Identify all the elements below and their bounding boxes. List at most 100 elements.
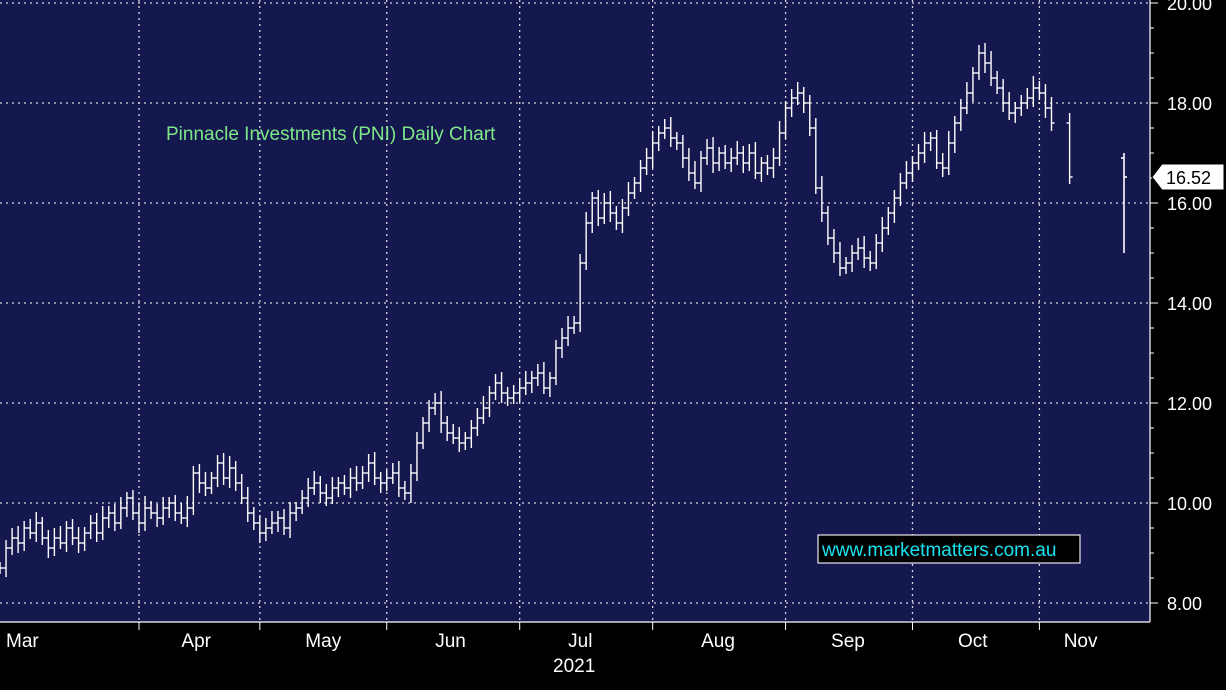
ohlc-bar bbox=[577, 254, 584, 332]
ohlc-bar bbox=[63, 521, 70, 552]
ohlc-bar bbox=[1048, 97, 1055, 131]
ohlc-bar bbox=[939, 153, 946, 177]
ohlc-bar bbox=[885, 207, 892, 235]
ohlc-bar bbox=[426, 400, 433, 432]
ohlc-bar bbox=[413, 432, 420, 481]
ohlc-bar-last bbox=[1121, 153, 1127, 253]
x-month-label: Aug bbox=[701, 631, 735, 652]
ohlc-bar bbox=[383, 470, 390, 491]
ohlc-bar bbox=[951, 116, 958, 153]
ohlc-bar bbox=[722, 145, 729, 169]
ohlc-bar bbox=[994, 71, 1001, 94]
plot-background bbox=[0, 0, 1150, 622]
ohlc-bar bbox=[323, 484, 330, 506]
x-month-label: Mar bbox=[6, 631, 39, 652]
ohlc-bar bbox=[746, 144, 753, 171]
ohlc-bar bbox=[516, 378, 523, 402]
ohlc-bar bbox=[782, 101, 789, 139]
ohlc-bar bbox=[903, 161, 910, 189]
x-month-label: Nov bbox=[1064, 631, 1098, 652]
ohlc-bar bbox=[595, 190, 602, 226]
ohlc-bar bbox=[317, 476, 324, 503]
ohlc-bar bbox=[299, 490, 306, 514]
ohlc-bar bbox=[33, 512, 40, 542]
ohlc-bar bbox=[75, 527, 82, 553]
ohlc-bar bbox=[214, 455, 221, 487]
ohlc-bar bbox=[389, 463, 396, 484]
ohlc-bar bbox=[353, 466, 360, 491]
ohlc-bar bbox=[830, 229, 837, 263]
ohlc-bar bbox=[401, 481, 408, 500]
ohlc-bar bbox=[335, 477, 342, 497]
ohlc-bar bbox=[105, 506, 112, 528]
ohlc-bar bbox=[99, 506, 106, 540]
ohlc-bar bbox=[522, 371, 529, 395]
ohlc-bar bbox=[691, 161, 698, 189]
ohlc-bar bbox=[238, 474, 245, 504]
ohlc-bar bbox=[256, 515, 263, 543]
ohlc-bar bbox=[1024, 88, 1031, 109]
ohlc-bar bbox=[607, 191, 614, 222]
ohlc-bar bbox=[982, 43, 989, 73]
ohlc-bar bbox=[293, 502, 300, 521]
ohlc-bar bbox=[395, 461, 402, 497]
y-tick-label: 18.00 bbox=[1167, 94, 1212, 114]
ohlc-bar bbox=[921, 132, 928, 163]
ohlc-bar bbox=[3, 540, 10, 577]
y-tick-label: 20.00 bbox=[1167, 0, 1212, 14]
ohlc-bar bbox=[184, 496, 191, 527]
ohlc-bar bbox=[559, 328, 565, 358]
ohlc-bar bbox=[281, 509, 288, 535]
ohlc-bar bbox=[196, 464, 203, 493]
ohlc-bar bbox=[927, 132, 934, 151]
ohlc-bar bbox=[933, 130, 940, 169]
ohlc-bar bbox=[1018, 95, 1025, 116]
ohlc-bar bbox=[468, 420, 475, 448]
ohlc-bar bbox=[244, 487, 251, 522]
ohlc-bar bbox=[250, 507, 257, 530]
y-tick-label: 12.00 bbox=[1167, 394, 1212, 414]
ohlc-bar bbox=[728, 148, 735, 172]
ohlc-bar bbox=[734, 141, 741, 165]
ohlc-bar bbox=[486, 386, 493, 417]
ohlc-bar bbox=[450, 424, 457, 444]
ohlc-bar bbox=[667, 117, 674, 147]
y-tick-label: 10.00 bbox=[1167, 494, 1212, 514]
y-axis: 8.00 10.00 12.00 14.00 16.00 18.00 20.00 bbox=[1149, 0, 1212, 622]
year-label: 2021 bbox=[553, 656, 595, 677]
ohlc-bar bbox=[51, 528, 58, 556]
ohlc-bar bbox=[172, 495, 179, 521]
ohlc-bar bbox=[329, 477, 336, 504]
ohlc-bar bbox=[710, 137, 717, 173]
ohlc-bar bbox=[1000, 79, 1007, 112]
ohlc-bar bbox=[208, 472, 215, 494]
ohlc-bar bbox=[770, 148, 777, 178]
ohlc-bar bbox=[637, 160, 644, 192]
price-bars bbox=[0, 43, 1127, 577]
ohlc-bar bbox=[843, 257, 850, 274]
ohlc-bar bbox=[123, 492, 130, 517]
ohlc-bar bbox=[776, 121, 783, 166]
ohlc-bar bbox=[988, 51, 995, 86]
ohlc-bar bbox=[861, 236, 868, 268]
ohlc-bar bbox=[178, 503, 185, 524]
ohlc-bar bbox=[794, 82, 801, 105]
ohlc-bar bbox=[202, 472, 209, 496]
ohlc-bar bbox=[849, 245, 856, 272]
ohlc-bar bbox=[311, 471, 318, 495]
ohlc-bar bbox=[498, 372, 505, 403]
x-axis: Mar Apr May Jun Jul Aug Sep Oct Nov bbox=[0, 621, 1150, 652]
ohlc-bar bbox=[685, 148, 692, 181]
ohlc-bar bbox=[655, 126, 662, 151]
x-month-label: Oct bbox=[958, 631, 988, 652]
ohlc-bar bbox=[1012, 102, 1019, 123]
ohlc-bar bbox=[806, 95, 813, 136]
ohlc-bar bbox=[305, 478, 312, 507]
ohlc-bar bbox=[619, 199, 626, 233]
ohlc-bar bbox=[0, 562, 3, 574]
ohlc-bar bbox=[649, 131, 656, 168]
ohlc-bar bbox=[601, 193, 608, 224]
ohlc-bar bbox=[444, 416, 451, 441]
ohlc-bar bbox=[142, 496, 149, 531]
ohlc-bar bbox=[274, 511, 281, 532]
